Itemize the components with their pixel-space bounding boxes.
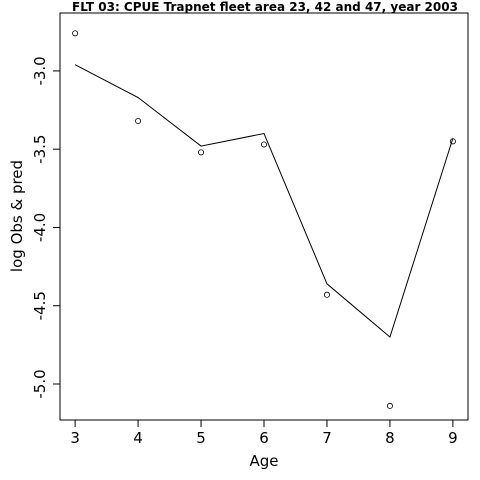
- y-tick-label: -4.5: [31, 291, 49, 320]
- y-axis-label: log Obs & pred: [8, 160, 26, 272]
- x-tick-label: 3: [70, 429, 80, 447]
- x-tick-label: 4: [133, 429, 143, 447]
- series-line: [74, 64, 454, 338]
- data-point: [260, 141, 267, 148]
- y-axis: -3.0 -3.5 -4.0 -4.5 -5.0: [31, 56, 61, 399]
- chart-title: FLT 03: CPUE Trapnet fleet area 23, 42 a…: [72, 0, 458, 14]
- x-tick-label: 5: [196, 429, 206, 447]
- y-tick-label: -4.0: [31, 213, 49, 242]
- x-tick-label: 8: [385, 429, 395, 447]
- data-point: [323, 291, 330, 298]
- x-tick-label: 9: [448, 429, 458, 447]
- data-point: [135, 118, 142, 125]
- data-point: [449, 138, 456, 145]
- data-point: [72, 30, 79, 37]
- plot-frame: [59, 12, 469, 421]
- x-axis: 3 4 5 6 7 8 9: [70, 419, 458, 447]
- x-axis-label: Age: [249, 452, 278, 470]
- x-tick-label: 7: [322, 429, 332, 447]
- x-tick-label: 6: [259, 429, 269, 447]
- y-tick-label: -5.0: [31, 369, 49, 398]
- data-point: [198, 149, 205, 156]
- y-tick-label: -3.0: [31, 56, 49, 85]
- data-point: [386, 402, 393, 409]
- y-tick-label: -3.5: [31, 135, 49, 164]
- series-points: [72, 30, 456, 409]
